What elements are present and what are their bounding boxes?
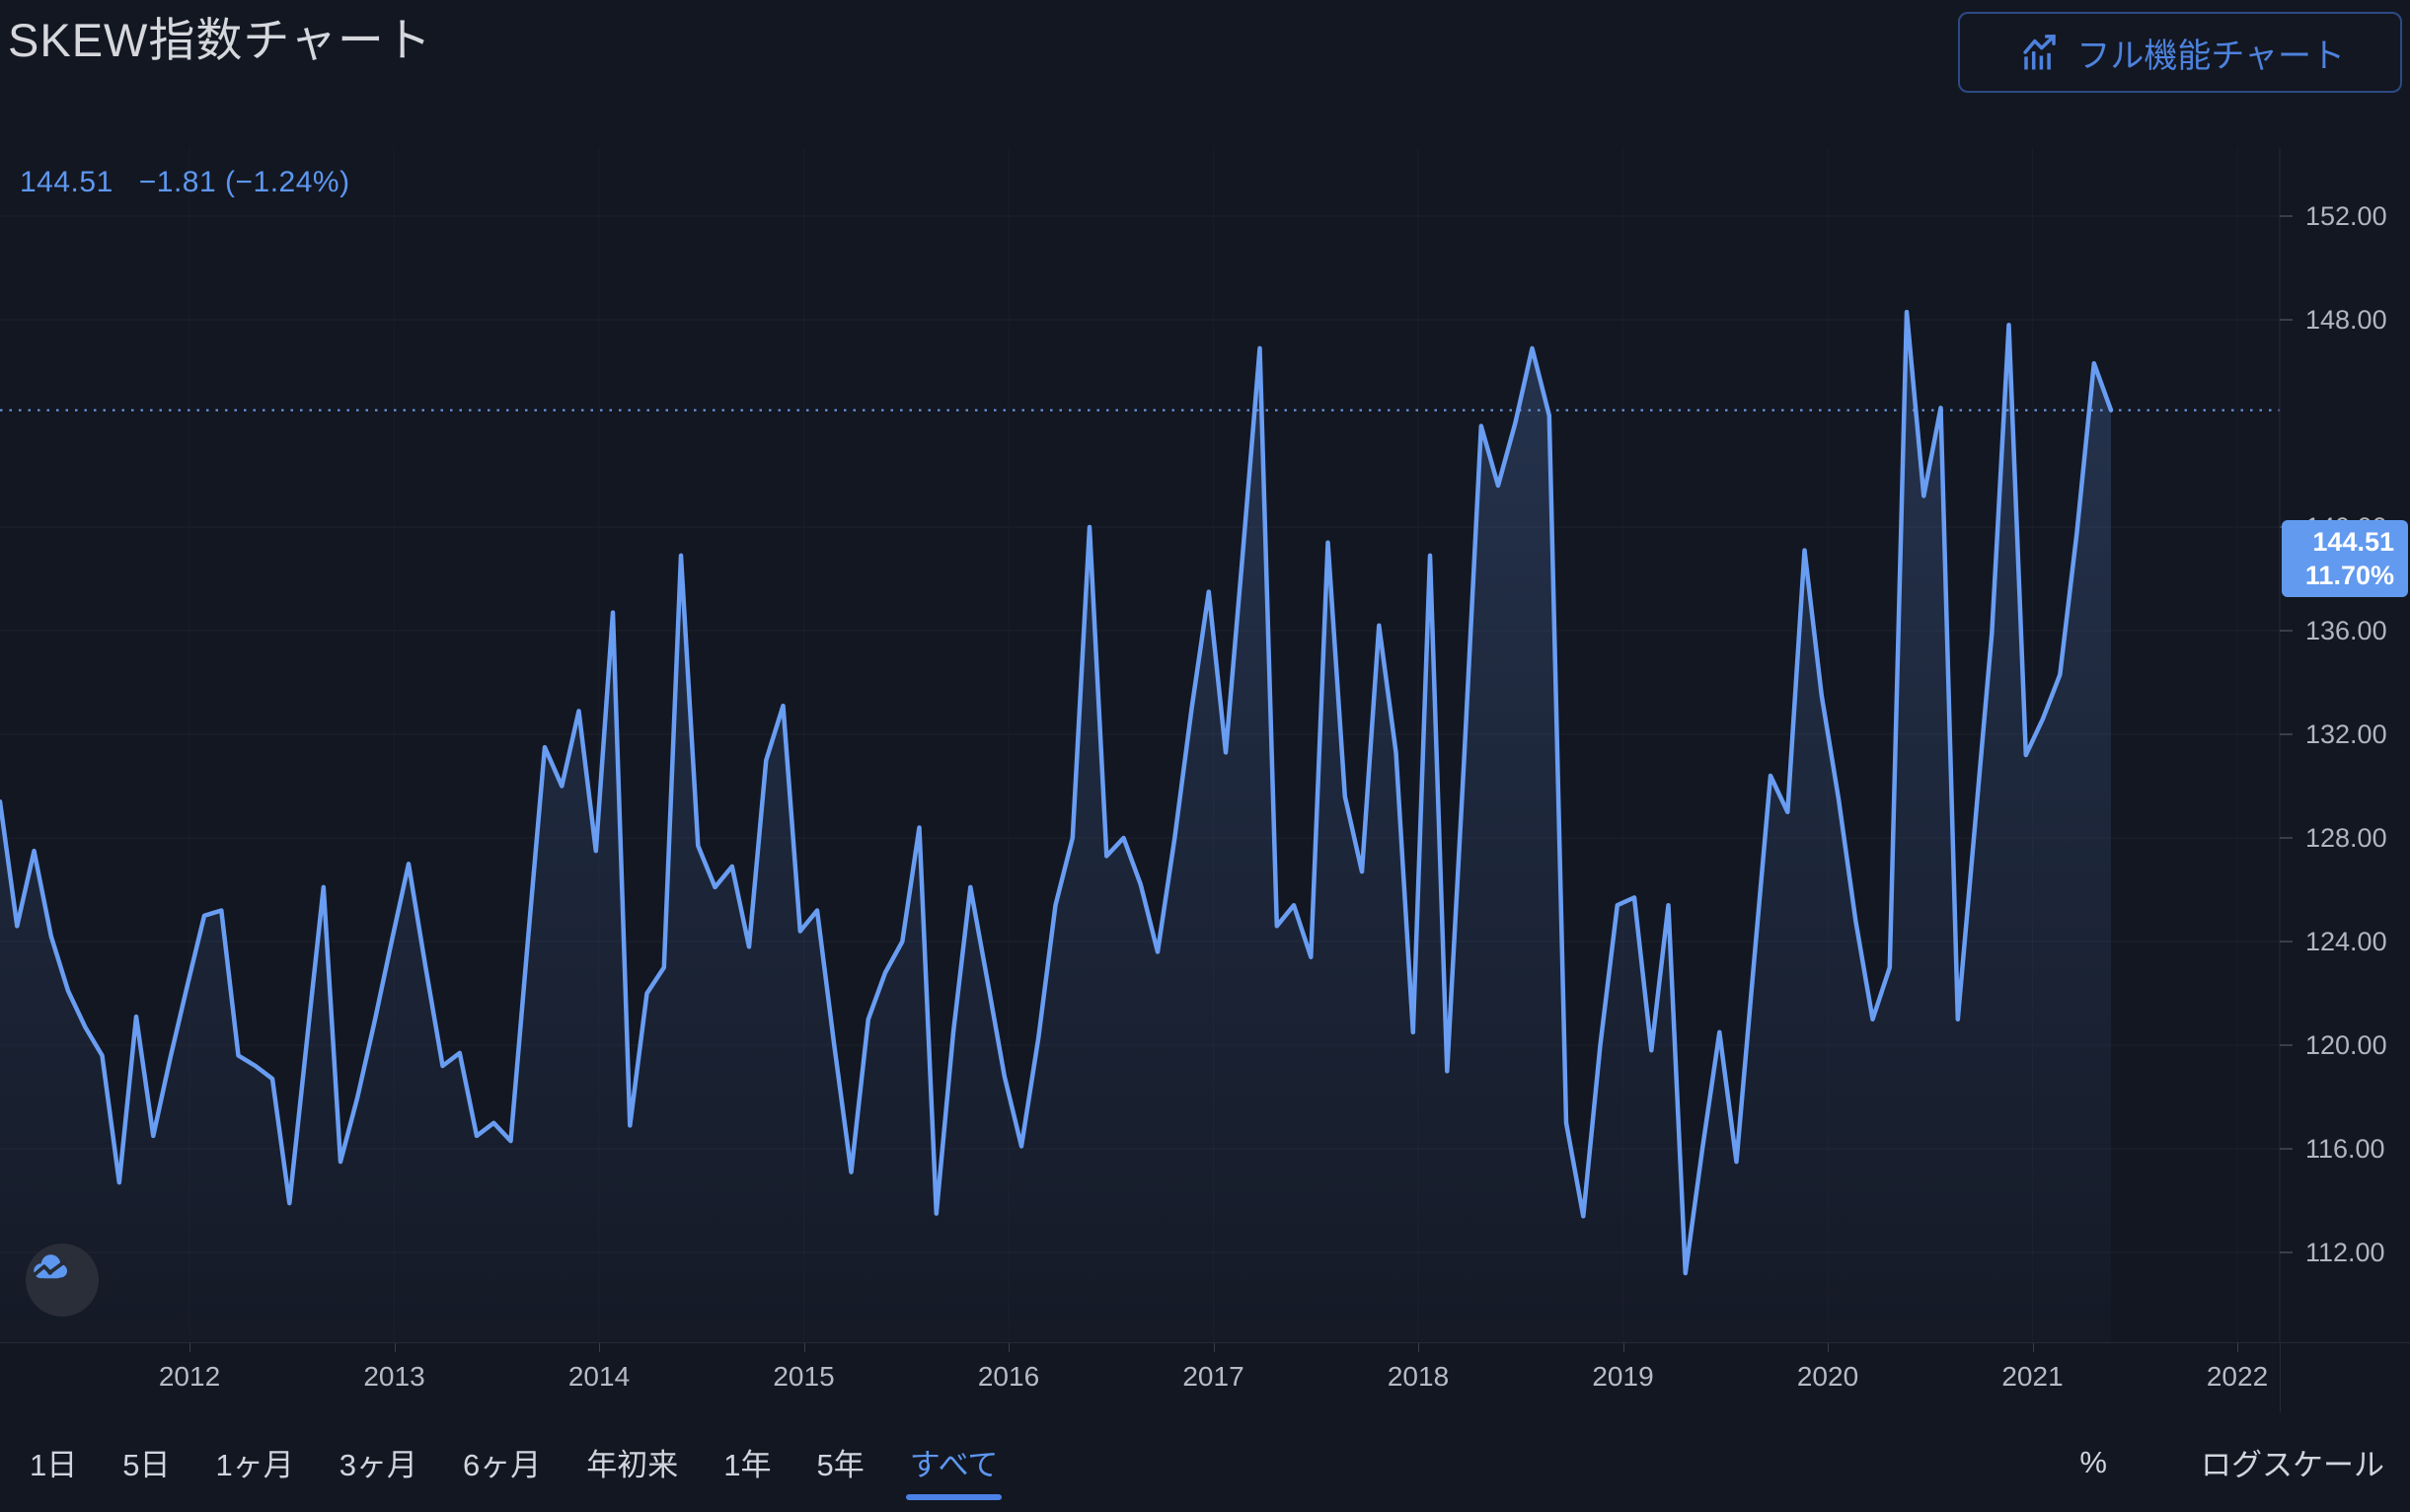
time-axis-tick: [1622, 1343, 1624, 1352]
range-button-すべて[interactable]: すべて: [905, 1412, 1002, 1512]
chart-bars-icon: [2019, 32, 2061, 73]
legend-change: −1.81 (−1.24%): [138, 166, 350, 198]
y-axis-label: 116.00: [2305, 1134, 2385, 1164]
range-button-1年[interactable]: 1年: [723, 1448, 772, 1482]
axis-corner-divider: [2280, 1343, 2281, 1412]
chart-legend: 144.51 −1.81 (−1.24%): [20, 166, 350, 199]
y-axis-label: 128.00: [2305, 823, 2387, 853]
range-button-1日[interactable]: 1日: [30, 1448, 78, 1482]
range-button-5日[interactable]: 5日: [122, 1448, 171, 1482]
time-axis-label-2015: 2015: [773, 1361, 835, 1392]
time-axis[interactable]: 2012 2013 2014 2015 2016 2017 2018 2019 2020 2021…: [0, 1342, 2410, 1413]
range-button-3ヶ月[interactable]: 3ヶ月: [339, 1448, 417, 1482]
time-axis-label-2020: 2020: [1796, 1361, 1859, 1392]
time-axis-label-2016: 2016: [977, 1361, 1040, 1392]
time-axis-label-2018: 2018: [1387, 1361, 1450, 1392]
time-axis-tick: [599, 1343, 600, 1352]
provider-logo[interactable]: [26, 1244, 99, 1317]
y-axis-label: 124.00: [2305, 927, 2387, 956]
time-axis-tick: [803, 1343, 805, 1352]
skew-line-series: [0, 309, 2114, 1276]
time-axis-tick: [2237, 1343, 2238, 1352]
time-axis-tick: [1213, 1343, 1215, 1352]
time-axis-label-2017: 2017: [1182, 1361, 1244, 1392]
time-axis-tick: [1828, 1343, 1829, 1352]
time-axis-label-2014: 2014: [567, 1361, 631, 1392]
y-axis-label: 136.00: [2305, 616, 2387, 645]
percent-scale-toggle[interactable]: %: [2079, 1444, 2107, 1479]
y-axis-label: 132.00: [2305, 719, 2387, 749]
scale-controls: % ログスケール: [2079, 1440, 2410, 1484]
range-button-1ヶ月[interactable]: 1ヶ月: [215, 1448, 294, 1482]
log-scale-toggle[interactable]: ログスケール: [2201, 1448, 2384, 1482]
chart-toolbar: 1日 5日 1ヶ月 3ヶ月 6ヶ月 年初来 1年 5年 すべて % ログスケール: [0, 1412, 2410, 1512]
price-chart-svg: 152.00148.00140.00136.00132.00128.00124.…: [0, 148, 2387, 1342]
last-price-value: 144.51: [2312, 526, 2394, 557]
range-button-6ヶ月[interactable]: 6ヶ月: [463, 1448, 542, 1482]
area-fill: [0, 312, 2111, 1342]
time-axis-tick: [394, 1343, 396, 1352]
time-axis-tick: [189, 1343, 190, 1352]
range-button-年初来[interactable]: 年初来: [586, 1448, 679, 1482]
y-axis-label: 152.00: [2305, 201, 2387, 231]
full-chart-button[interactable]: フル機能チャート: [1958, 12, 2402, 93]
full-chart-button-label: フル機能チャート: [2076, 37, 2345, 75]
page-title: SKEW指数チャート: [8, 14, 432, 66]
legend-last-value: 144.51: [20, 166, 113, 198]
time-axis-label-2022: 2022: [2206, 1361, 2269, 1392]
last-price-label: 144.51 11.70%: [2282, 519, 2408, 597]
y-axis-label: 120.00: [2305, 1030, 2387, 1060]
time-axis-tick: [1009, 1343, 1010, 1352]
time-axis-tick: [1418, 1343, 1419, 1352]
time-axis-label-2019: 2019: [1592, 1361, 1654, 1392]
y-axis-label: 148.00: [2305, 305, 2387, 335]
time-axis-label-2013: 2013: [363, 1361, 425, 1392]
last-price-percent: 11.70%: [2304, 560, 2394, 590]
range-toolbar: 1日 5日 1ヶ月 3ヶ月 6ヶ月 年初来 1年 5年 すべて: [0, 1412, 1002, 1512]
time-axis-tick: [2032, 1343, 2034, 1352]
time-axis-label-2012: 2012: [158, 1361, 221, 1392]
y-axis-label: 112.00: [2305, 1238, 2385, 1267]
range-button-5年[interactable]: 5年: [816, 1448, 865, 1482]
time-axis-label-2021: 2021: [2001, 1361, 2064, 1392]
price-chart[interactable]: 152.00148.00140.00136.00132.00128.00124.…: [0, 148, 2410, 1342]
